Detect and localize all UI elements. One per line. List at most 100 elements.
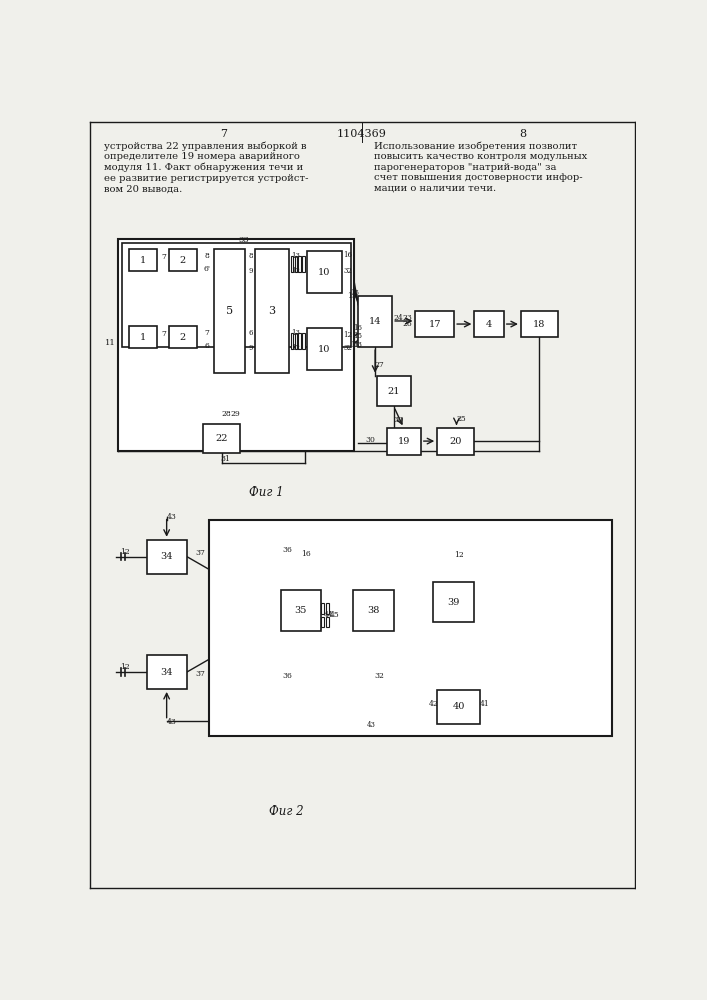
Bar [433, 582, 474, 622]
Text: 22: 22 [216, 434, 228, 443]
Text: 10: 10 [318, 268, 331, 277]
Text: 2: 2 [180, 256, 186, 265]
Bar [298, 256, 300, 272]
Text: 13: 13 [354, 341, 363, 349]
Text: 15: 15 [350, 289, 358, 297]
Text: 25: 25 [456, 415, 466, 423]
Text: 12: 12 [120, 548, 129, 556]
Text: 9: 9 [249, 267, 253, 275]
Bar [295, 256, 297, 272]
Bar [295, 333, 297, 349]
Bar [437, 690, 480, 724]
Text: 15: 15 [354, 332, 363, 340]
Text: 2: 2 [180, 333, 186, 342]
Text: 8: 8 [519, 129, 526, 139]
Text: 10: 10 [318, 345, 331, 354]
Text: 17: 17 [428, 320, 441, 329]
Bar [377, 376, 411, 406]
Text: 7: 7 [221, 129, 228, 139]
Text: 7: 7 [204, 329, 209, 337]
Text: 36: 36 [283, 672, 293, 680]
Text: Использование изобретения позволит
повысить качество контроля модульных
парогене: Использование изобретения позволит повыс… [373, 142, 587, 193]
Text: 12: 12 [291, 344, 300, 352]
Bar [303, 256, 305, 272]
Bar [321, 603, 324, 614]
Text: 37: 37 [196, 549, 206, 557]
Bar [387, 428, 421, 455]
Text: 43: 43 [167, 513, 177, 521]
Bar [255, 249, 289, 373]
Text: 9: 9 [249, 344, 253, 352]
Text: 42: 42 [428, 700, 438, 708]
Text: 16: 16 [301, 550, 311, 558]
Text: 34: 34 [160, 668, 173, 677]
Text: 41: 41 [480, 700, 490, 708]
Text: 12: 12 [120, 663, 129, 671]
Bar [303, 333, 305, 349]
Bar [214, 249, 245, 373]
Text: 36: 36 [283, 546, 293, 554]
Text: 26: 26 [403, 320, 413, 328]
Bar [291, 333, 293, 349]
Text: 28: 28 [221, 410, 231, 418]
Bar [146, 540, 187, 574]
Bar [358, 296, 392, 347]
Text: 32: 32 [344, 344, 352, 352]
Text: 30: 30 [366, 436, 375, 444]
Text: устройства 22 управления выборкой в
определителе 19 номера аварийного
модуля 11.: устройства 22 управления выборкой в опре… [104, 142, 308, 193]
Text: 23: 23 [403, 314, 413, 322]
Text: 13: 13 [292, 252, 300, 260]
Bar [474, 311, 504, 337]
Bar [118, 239, 354, 451]
Bar [169, 326, 197, 348]
Text: 19: 19 [397, 437, 410, 446]
Bar [129, 249, 156, 271]
Bar [281, 590, 321, 631]
Text: 21: 21 [387, 387, 400, 396]
Text: 15: 15 [347, 292, 357, 300]
Text: 45: 45 [330, 611, 339, 619]
Text: 13: 13 [292, 329, 300, 337]
Text: 14: 14 [369, 317, 381, 326]
Text: 6: 6 [249, 329, 253, 337]
Text: 12: 12 [454, 551, 464, 559]
Bar [203, 424, 240, 453]
Text: 3: 3 [269, 306, 276, 316]
Bar [129, 326, 156, 348]
Text: 18: 18 [533, 320, 546, 329]
Text: 40: 40 [452, 702, 464, 711]
Text: 31: 31 [221, 455, 230, 463]
Text: 8: 8 [204, 252, 209, 260]
Text: 1: 1 [139, 333, 146, 342]
Bar [146, 655, 187, 689]
Text: 38: 38 [368, 606, 380, 615]
Text: 12: 12 [291, 267, 300, 275]
Text: 12: 12 [344, 331, 353, 339]
Bar [521, 311, 558, 337]
Text: 20: 20 [450, 437, 462, 446]
Text: 8: 8 [249, 252, 253, 260]
Bar [307, 251, 341, 293]
Bar [321, 617, 324, 627]
Text: 37: 37 [196, 670, 206, 678]
Text: 30: 30 [393, 416, 403, 424]
Text: 16: 16 [344, 251, 353, 259]
Text: 4: 4 [486, 320, 492, 329]
Text: Фиг 2: Фиг 2 [269, 805, 303, 818]
Bar [325, 617, 329, 627]
Bar [307, 328, 341, 370]
Text: Фиг 1: Фиг 1 [250, 486, 284, 499]
Bar [354, 590, 394, 631]
Bar [209, 520, 612, 736]
Text: 1104369: 1104369 [337, 129, 387, 139]
Bar [122, 243, 351, 347]
Bar [416, 311, 454, 337]
Text: 34: 34 [160, 552, 173, 561]
Text: 5: 5 [226, 306, 233, 316]
Text: 6: 6 [204, 342, 209, 350]
Text: 44: 44 [324, 611, 334, 619]
Text: 33: 33 [238, 236, 249, 244]
Text: 1: 1 [139, 256, 146, 265]
Text: 24: 24 [394, 314, 403, 322]
Text: 7: 7 [161, 253, 166, 261]
